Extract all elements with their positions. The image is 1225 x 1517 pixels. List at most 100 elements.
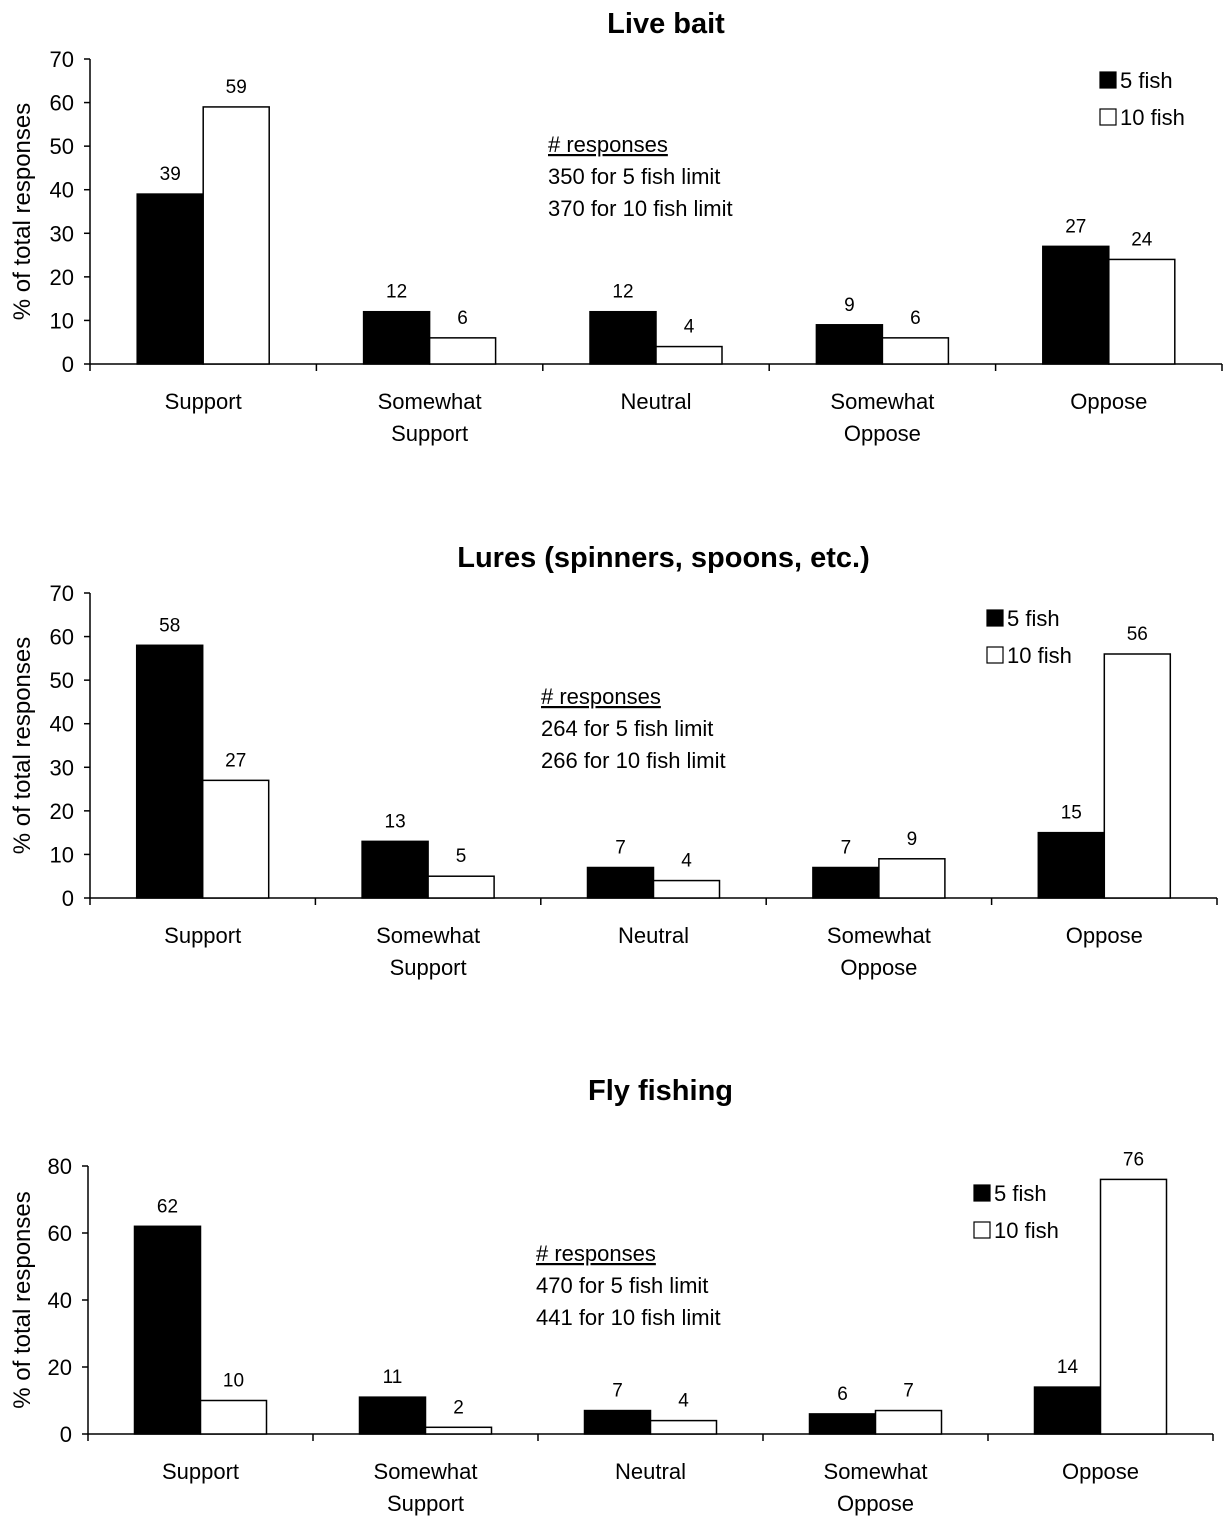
annotation-line: 350 for 5 fish limit <box>548 164 720 189</box>
data-label: 27 <box>1065 216 1086 237</box>
data-label: 24 <box>1131 229 1153 250</box>
y-tick-label: 70 <box>50 581 74 606</box>
bar-5-fish <box>1042 245 1110 365</box>
y-tick-label: 40 <box>48 1288 72 1313</box>
legend-swatch <box>986 646 1004 664</box>
legend-swatch <box>986 609 1004 627</box>
y-tick-label: 20 <box>48 1355 72 1380</box>
bar-5-fish <box>808 1413 877 1435</box>
bar-5-fish <box>361 840 429 899</box>
bar-5-fish <box>586 866 655 899</box>
data-label: 7 <box>615 838 626 859</box>
bar-10-fish <box>424 1426 493 1435</box>
legend-swatch <box>973 1184 991 1202</box>
y-tick-label: 20 <box>50 799 74 824</box>
y-tick-label: 30 <box>50 755 74 780</box>
legend-label: 10 fish <box>1120 105 1185 130</box>
data-label: 27 <box>225 750 246 771</box>
annotation-line: 370 for 10 fish limit <box>548 196 733 221</box>
bar-5-fish <box>812 866 880 899</box>
data-label: 39 <box>160 164 181 185</box>
bar-10-fish <box>881 337 950 365</box>
data-label: 4 <box>684 317 695 338</box>
category-label: Support <box>390 955 467 980</box>
y-tick-label: 0 <box>60 1422 72 1447</box>
y-tick-label: 10 <box>50 842 74 867</box>
category-label: Somewhat <box>827 923 931 948</box>
chart-panel-1: Live bait % of total responses 0 10 20 30 40 50… <box>9 8 1223 446</box>
annotation-line: 441 for 10 fish limit <box>536 1305 721 1330</box>
chart-panel-2: Lures (spinners, spoons, etc.) % of total… <box>9 542 1218 980</box>
data-label: 15 <box>1061 803 1082 824</box>
y-axis-label: % of total responses <box>9 1191 36 1408</box>
bar-10-fish <box>202 106 270 365</box>
data-label: 12 <box>612 282 633 303</box>
bar-5-fish <box>815 324 884 365</box>
y-tick-label: 40 <box>50 178 74 203</box>
category-label: Oppose <box>840 955 917 980</box>
bar-10-fish <box>199 1399 268 1435</box>
chart-panel-3: Fly fishing % of total responses 0 20 40 60 80… <box>9 1075 1214 1516</box>
bar-10-fish <box>1099 1178 1168 1435</box>
category-label: Neutral <box>621 389 692 414</box>
bar-5-fish <box>136 193 204 365</box>
data-label: 7 <box>841 838 852 859</box>
y-tick-label: 60 <box>50 91 74 116</box>
annotation-heading: # responses <box>541 684 661 709</box>
y-tick-label: 30 <box>50 221 74 246</box>
y-tick-label: 0 <box>62 886 74 911</box>
category-label: Oppose <box>1070 389 1147 414</box>
legend-label: 10 fish <box>1007 643 1072 668</box>
category-label: Oppose <box>1066 923 1143 948</box>
category-label: Neutral <box>618 923 689 948</box>
legend-swatch <box>973 1221 991 1239</box>
bar-10-fish <box>427 875 495 899</box>
data-label: 62 <box>157 1196 178 1217</box>
category-label: Support <box>165 389 242 414</box>
legend-label: 5 fish <box>994 1181 1047 1206</box>
annotation-heading: # responses <box>536 1241 656 1266</box>
annotation-line: 266 for 10 fish limit <box>541 748 726 773</box>
bar-10-fish <box>649 1419 718 1435</box>
y-tick-label: 60 <box>50 625 74 650</box>
bar-5-fish <box>362 310 431 365</box>
bar-10-fish <box>874 1409 943 1435</box>
category-label: Neutral <box>615 1459 686 1484</box>
bar-10-fish <box>1108 258 1176 365</box>
category-label: Oppose <box>837 1491 914 1516</box>
legend-label: 5 fish <box>1120 68 1173 93</box>
y-tick-label: 50 <box>50 134 74 159</box>
bar-10-fish <box>652 879 721 899</box>
y-tick-label: 60 <box>48 1221 72 1246</box>
data-label: 9 <box>907 829 918 850</box>
bar-5-fish <box>358 1396 427 1435</box>
y-tick-label: 80 <box>48 1154 72 1179</box>
bar-10-fish <box>1103 653 1172 899</box>
data-label: 4 <box>681 851 692 872</box>
bar-5-fish <box>1037 831 1106 899</box>
data-label: 76 <box>1123 1149 1144 1170</box>
category-label: Oppose <box>844 421 921 446</box>
data-label: 9 <box>844 295 855 316</box>
category-label: Somewhat <box>830 389 934 414</box>
category-label: Oppose <box>1062 1459 1139 1484</box>
category-label: Support <box>162 1459 239 1484</box>
data-label: 6 <box>837 1384 848 1405</box>
category-label: Somewhat <box>824 1459 928 1484</box>
data-label: 13 <box>385 811 406 832</box>
legend-swatch <box>1099 71 1117 89</box>
y-tick-label: 40 <box>50 712 74 737</box>
legend-label: 5 fish <box>1007 606 1060 631</box>
data-label: 7 <box>903 1381 914 1402</box>
y-tick-label: 0 <box>62 352 74 377</box>
bar-5-fish <box>589 310 657 365</box>
data-label: 6 <box>910 308 921 329</box>
data-label: 6 <box>457 308 468 329</box>
annotation-line: 470 for 5 fish limit <box>536 1273 708 1298</box>
data-label: 58 <box>159 615 180 636</box>
category-label: Support <box>387 1491 464 1516</box>
data-label: 5 <box>456 846 467 867</box>
legend-label: 10 fish <box>994 1218 1059 1243</box>
data-label: 12 <box>386 282 407 303</box>
